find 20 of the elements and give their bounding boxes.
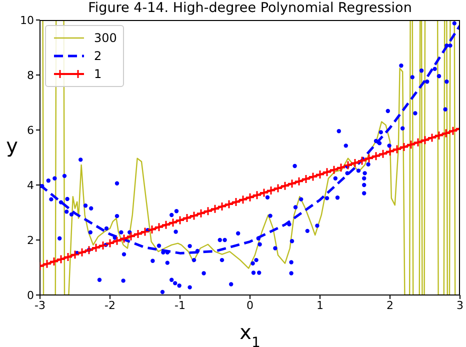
x-tick-label: -1 xyxy=(174,298,186,312)
legend-label: 2 xyxy=(94,49,102,63)
y-tick-label: 2 xyxy=(27,234,34,247)
legend-label: 1 xyxy=(94,67,102,81)
x-axis-title: x$_{1}$ xyxy=(240,320,260,347)
line-series xyxy=(40,24,460,254)
y-tick-label: 6 xyxy=(27,124,34,137)
x-tick-label: 1 xyxy=(316,298,324,312)
x-tick-label: -2 xyxy=(104,298,116,312)
x-tick-label: -3 xyxy=(34,298,46,312)
x-tick-label: 0 xyxy=(246,298,254,312)
legend-label: 300 xyxy=(94,31,117,45)
y-tick-label: 4 xyxy=(27,178,34,192)
chart-title: Figure 4-14. High-degree Polynomial Regression xyxy=(87,0,413,16)
x-tick-label: 2 xyxy=(386,298,394,312)
y-tick-label: 10 xyxy=(20,14,34,27)
y-tick-label: 0 xyxy=(27,288,34,302)
y-tick-label: 8 xyxy=(27,68,34,82)
y-axis-title: y xyxy=(6,134,18,158)
x-tick-label: 3 xyxy=(456,298,464,312)
